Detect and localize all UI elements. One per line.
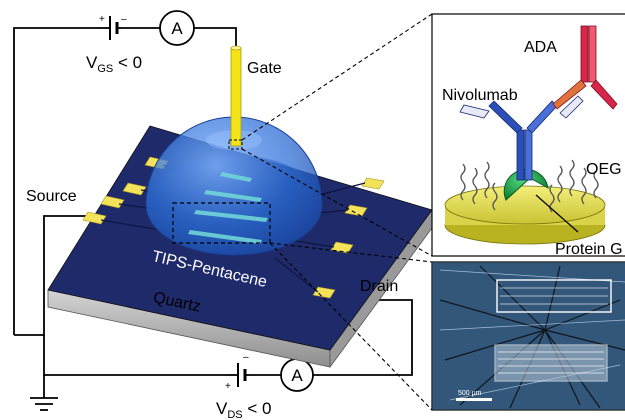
oeg-chains [460,159,599,213]
nivolumab-antibody-icon [459,95,584,181]
drain-label: Drain [360,278,398,295]
ada-antibody-icon [552,25,618,110]
inset-micrograph: 500 μm [431,261,625,411]
ammeter-bottom-icon: A [280,358,314,392]
channel-highlight-box [172,202,271,244]
battery-top-minus: – [121,14,127,25]
gate-label: Gate [247,60,282,77]
channel-strips [188,172,268,244]
protein-g-pointer [535,194,579,233]
gate-electrode [230,45,242,147]
nivolumab-label: Nivolumab [442,87,518,104]
zoom-leader-lines [241,13,433,411]
svg-text:A: A [291,366,303,385]
vgs-label: VGS < 0 [86,53,142,75]
battery-top-plus: + [99,14,105,25]
source-label: Source [26,188,77,205]
protein-g-label: Protein G [555,241,623,258]
svg-text:A: A [171,19,183,38]
ada-label: ADA [524,39,557,56]
battery-top-icon [98,16,122,40]
gate-highlight-box [228,139,243,150]
ammeter-top-icon: A [159,10,195,46]
battery-bottom-plus: + [225,381,231,392]
circuit-wires [13,27,413,411]
battery-bottom-minus: – [243,352,249,363]
vds-label: VDS < 0 [216,399,271,420]
battery-bottom-icon [226,363,250,387]
oeg-label: OEG [586,161,622,178]
scale-bar-label: 500 μm [458,390,482,397]
